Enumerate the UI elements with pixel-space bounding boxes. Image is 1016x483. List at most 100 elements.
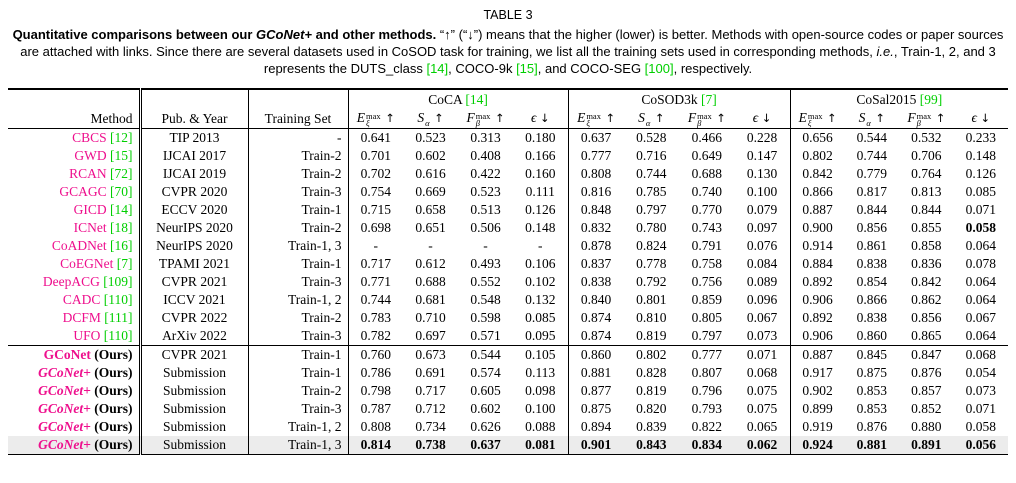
metric-value-cell: 0.856: [856, 219, 887, 235]
citation-link[interactable]: [7]: [116, 255, 133, 271]
table-row: DeepACG [109] CVPR 2021 Train-3 0.771 0.688 0…: [8, 272, 1008, 291]
citation-link[interactable]: [70]: [110, 183, 133, 199]
metric-symbol: ϵ: [752, 110, 759, 126]
citation-link[interactable]: [109]: [103, 273, 133, 289]
method-link[interactable]: RCAN: [69, 165, 107, 181]
metric-value-cell: 0.697: [415, 327, 446, 343]
pub-year-cell: IJCAI 2019: [140, 164, 249, 183]
metric-value-cell: 0.860: [856, 327, 887, 343]
metric-value-cell: 0.528: [636, 129, 667, 145]
metric-value-cell: 0.875: [856, 364, 887, 380]
citation-link[interactable]: [15]: [516, 61, 538, 76]
method-cell: UFO [110]: [8, 326, 142, 345]
method-cell: GCoNet+ (Ours): [8, 381, 142, 400]
pub-year-cell: TIP 2013: [140, 128, 249, 147]
citation-link[interactable]: [7]: [700, 92, 717, 107]
citation-link[interactable]: [18]: [110, 219, 133, 235]
method-link[interactable]: DeepACG: [42, 273, 100, 289]
metric-value-cell: 0.602: [470, 400, 501, 416]
metric-value-cell: 0.523: [415, 129, 446, 145]
metric-value-cell: 0.075: [734, 399, 791, 418]
metric-value-cell: 0.688: [691, 165, 722, 181]
method-link[interactable]: GWD: [74, 147, 107, 163]
pub-year-cell: CVPR 2020: [140, 182, 249, 201]
metric-value-cell: 0.068: [734, 363, 791, 382]
metric-value-cell: 0.126: [513, 200, 569, 219]
metric-value-cell: 0.844: [856, 201, 887, 217]
metric-value-cell: 0.892: [802, 309, 833, 325]
metric-value-cell: 0.834: [679, 435, 735, 455]
citation-link[interactable]: [99]: [919, 92, 943, 107]
method-link[interactable]: ICNet: [73, 219, 107, 235]
method-link[interactable]: GICD: [73, 201, 107, 217]
pub-year-cell: Submission: [140, 435, 249, 455]
citation-link[interactable]: [100]: [644, 61, 674, 76]
metric-value-cell: 0.065: [734, 417, 791, 436]
metric-value-cell: 0.081: [513, 435, 569, 455]
method-link[interactable]: CoEGNet: [60, 255, 114, 271]
table-row: GCoNet+ (Ours) Submission Train-3 0.787 0.71…: [8, 399, 1008, 418]
metric-value-cell: 0.832: [580, 219, 612, 235]
metric-value-cell: 0.782: [360, 327, 391, 343]
column-header-pub-year: Pub. & Year: [140, 88, 249, 129]
metric-value-cell: 0.688: [415, 273, 446, 289]
metric-value-cell: 0.878: [580, 237, 612, 253]
metric-value-cell: 0.802: [623, 344, 680, 364]
metric-value-cell: 0.160: [513, 164, 569, 183]
metric-value-cell: 0.858: [911, 237, 942, 253]
citation-link[interactable]: [110]: [103, 327, 133, 343]
metric-supsub: max ξ: [366, 110, 381, 128]
method-link[interactable]: DCFM: [62, 309, 101, 325]
metric-value-cell: 0.810: [636, 309, 667, 325]
metric-value-cell: 0.778: [636, 255, 667, 271]
caption-segment: “↑” (“↓”) means that the higher (lower) …: [20, 27, 1004, 59]
caption-segment: GCoNet+: [256, 27, 312, 42]
citation-link[interactable]: [16]: [110, 237, 133, 253]
metric-value-cell: 0.075: [734, 381, 791, 400]
citation-link[interactable]: [111]: [104, 309, 133, 325]
metric-value-cell: 0.853: [856, 400, 887, 416]
citation-link[interactable]: [110]: [103, 291, 133, 307]
table-row: GICD [14] ECCV 2020 Train-1 0.715 0.658 0.513…: [8, 200, 1008, 219]
method-link[interactable]: CoADNet: [51, 237, 107, 253]
caption-segment: i.e.: [876, 44, 894, 59]
metric-value-cell: 0.797: [636, 201, 667, 217]
method-link[interactable]: CADC: [62, 291, 101, 307]
metric-value-cell: 0.876: [911, 364, 942, 380]
metric-value-cell: 0.233: [965, 129, 996, 145]
metric-supsub: max ξ: [807, 110, 823, 128]
citation-link[interactable]: [14]: [465, 92, 488, 107]
method-link[interactable]: CBCS: [72, 129, 107, 145]
method-name: GCoNet+: [38, 436, 91, 452]
training-set-cell: Train-3: [248, 326, 349, 345]
metric-symbol: S: [858, 110, 866, 125]
metric-value-cell: 0.855: [911, 219, 942, 235]
metric-value-cell: 0.840: [580, 291, 612, 307]
metric-value-cell: 0.105: [513, 344, 569, 364]
metric-value-cell: 0.102: [513, 272, 569, 291]
pub-year-cell: NeurIPS 2020: [140, 218, 249, 237]
training-set-cell: Train-1, 3: [248, 236, 349, 255]
metric-value-cell: 0.166: [513, 146, 569, 165]
method-link[interactable]: UFO: [73, 327, 101, 343]
citation-link[interactable]: [15]: [110, 147, 133, 163]
table-row: GCoNet+ (Ours) Submission Train-1, 2 0.808 0…: [8, 417, 1008, 436]
metric-value-cell: 0.919: [802, 418, 833, 434]
metric-value-cell: 0.079: [734, 200, 791, 219]
metric-value-cell: 0.716: [636, 147, 667, 163]
metric-value-cell: 0.598: [470, 309, 501, 325]
method-link[interactable]: GCAGC: [59, 183, 107, 199]
metric-value-cell: 0.779: [856, 165, 887, 181]
metric-value-cell: 0.097: [734, 218, 791, 237]
metric-value-cell: 0.738: [403, 435, 458, 455]
ours-suffix: (Ours): [94, 436, 133, 452]
citation-link[interactable]: [14]: [426, 61, 449, 76]
citation-link[interactable]: [14]: [110, 201, 133, 217]
pub-year-cell: NeurIPS 2020: [140, 236, 249, 255]
pub-year-cell: IJCAI 2017: [140, 146, 249, 165]
citation-link[interactable]: [72]: [110, 165, 133, 181]
method-name: GCoNet: [43, 346, 91, 362]
citation-link[interactable]: [12]: [110, 129, 133, 145]
metric-value-cell: 0.877: [580, 382, 612, 398]
